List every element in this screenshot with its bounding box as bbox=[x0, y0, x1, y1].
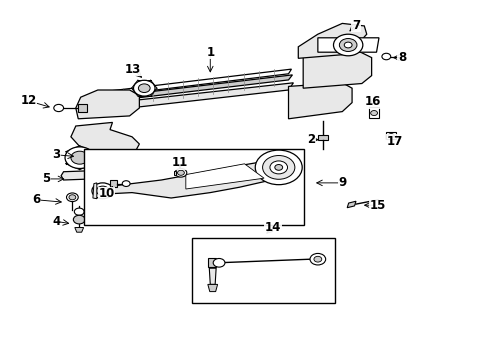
Text: 5: 5 bbox=[42, 172, 50, 185]
Circle shape bbox=[274, 165, 282, 170]
Circle shape bbox=[65, 147, 94, 168]
Text: 2: 2 bbox=[307, 133, 315, 146]
Circle shape bbox=[96, 186, 109, 195]
Circle shape bbox=[54, 104, 63, 112]
Polygon shape bbox=[102, 69, 291, 96]
Polygon shape bbox=[317, 38, 378, 52]
Circle shape bbox=[255, 150, 302, 185]
Circle shape bbox=[344, 42, 351, 48]
Polygon shape bbox=[110, 180, 117, 187]
Circle shape bbox=[333, 34, 362, 56]
Circle shape bbox=[339, 39, 356, 51]
Circle shape bbox=[175, 168, 186, 177]
Polygon shape bbox=[61, 170, 115, 180]
Polygon shape bbox=[98, 158, 290, 198]
Polygon shape bbox=[207, 258, 216, 267]
Bar bbox=[368, 107, 378, 118]
Polygon shape bbox=[98, 83, 293, 112]
Circle shape bbox=[213, 258, 224, 267]
Circle shape bbox=[269, 161, 287, 174]
Text: 10: 10 bbox=[98, 187, 115, 200]
Circle shape bbox=[138, 84, 150, 93]
Circle shape bbox=[66, 193, 78, 202]
Polygon shape bbox=[71, 122, 139, 153]
Circle shape bbox=[71, 151, 88, 164]
Polygon shape bbox=[298, 23, 366, 58]
Circle shape bbox=[92, 183, 113, 199]
Polygon shape bbox=[98, 75, 292, 103]
Text: 4: 4 bbox=[52, 215, 60, 228]
Polygon shape bbox=[303, 50, 371, 88]
Polygon shape bbox=[75, 228, 83, 232]
Polygon shape bbox=[78, 104, 87, 112]
Bar bbox=[386, 132, 395, 139]
Circle shape bbox=[262, 156, 294, 179]
Circle shape bbox=[313, 256, 321, 262]
Text: 1: 1 bbox=[206, 46, 214, 59]
Bar bbox=[84, 149, 304, 225]
Circle shape bbox=[122, 181, 130, 186]
Circle shape bbox=[133, 80, 155, 96]
Polygon shape bbox=[173, 171, 176, 175]
Text: 17: 17 bbox=[386, 135, 403, 148]
Circle shape bbox=[381, 53, 390, 60]
Circle shape bbox=[69, 195, 76, 200]
Polygon shape bbox=[209, 268, 216, 284]
Bar bbox=[191, 238, 334, 303]
Text: 7: 7 bbox=[351, 19, 359, 32]
Text: 15: 15 bbox=[368, 199, 385, 212]
Polygon shape bbox=[76, 90, 139, 119]
Text: 6: 6 bbox=[33, 193, 41, 206]
Text: 16: 16 bbox=[364, 95, 380, 108]
Circle shape bbox=[387, 134, 393, 138]
Polygon shape bbox=[317, 135, 327, 140]
Circle shape bbox=[73, 215, 85, 224]
Polygon shape bbox=[93, 183, 97, 199]
Text: 9: 9 bbox=[338, 176, 346, 189]
Circle shape bbox=[74, 208, 84, 215]
Circle shape bbox=[309, 253, 325, 265]
Circle shape bbox=[370, 111, 377, 116]
Polygon shape bbox=[207, 284, 217, 292]
Text: 14: 14 bbox=[264, 221, 281, 234]
Text: 11: 11 bbox=[171, 156, 188, 169]
Polygon shape bbox=[185, 164, 264, 189]
Circle shape bbox=[177, 170, 184, 175]
Text: 13: 13 bbox=[124, 63, 141, 76]
Polygon shape bbox=[288, 83, 351, 119]
Text: 8: 8 bbox=[397, 51, 405, 64]
Circle shape bbox=[85, 172, 95, 179]
Text: 3: 3 bbox=[52, 148, 60, 161]
Text: 12: 12 bbox=[20, 94, 37, 107]
Polygon shape bbox=[346, 201, 355, 208]
